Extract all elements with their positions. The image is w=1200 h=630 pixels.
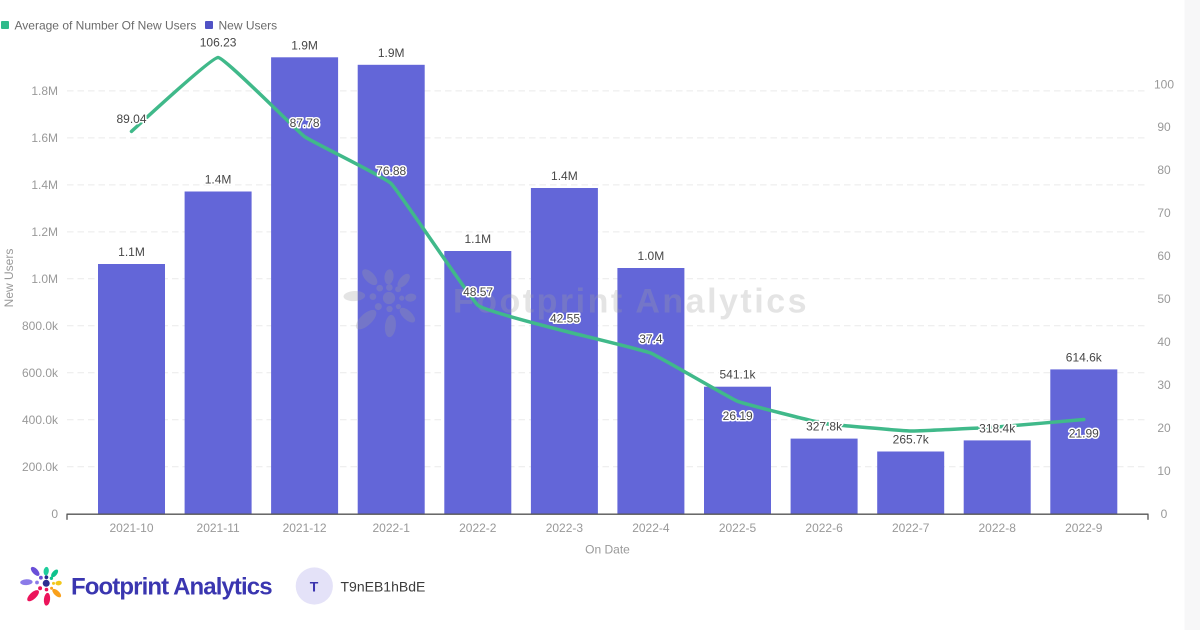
- svg-text:2021-12: 2021-12: [283, 521, 327, 535]
- svg-text:265.7k: 265.7k: [893, 433, 930, 447]
- svg-text:2022-2: 2022-2: [459, 521, 497, 535]
- svg-text:87.78: 87.78: [290, 116, 320, 130]
- svg-text:26.19: 26.19: [723, 409, 753, 423]
- svg-text:0: 0: [1161, 507, 1168, 521]
- svg-text:400.0k: 400.0k: [22, 413, 59, 427]
- svg-text:100: 100: [1154, 77, 1174, 91]
- svg-text:42.55: 42.55: [550, 312, 580, 326]
- svg-text:60: 60: [1157, 249, 1171, 263]
- svg-text:20: 20: [1157, 421, 1171, 435]
- svg-text:70: 70: [1157, 206, 1171, 220]
- svg-text:Footprint Analytics: Footprint Analytics: [71, 574, 272, 601]
- svg-text:318.4k: 318.4k: [979, 421, 1016, 435]
- svg-text:2022-8: 2022-8: [979, 521, 1017, 535]
- svg-text:New Users: New Users: [219, 18, 278, 32]
- svg-text:1.6M: 1.6M: [31, 131, 58, 145]
- svg-text:1.4M: 1.4M: [205, 173, 232, 187]
- svg-text:50: 50: [1157, 292, 1171, 306]
- svg-text:37.4: 37.4: [639, 332, 663, 346]
- svg-text:2022-4: 2022-4: [632, 521, 670, 535]
- svg-text:2022-5: 2022-5: [719, 521, 757, 535]
- svg-text:90: 90: [1157, 120, 1171, 134]
- svg-text:10: 10: [1157, 464, 1171, 478]
- svg-text:541.1k: 541.1k: [719, 368, 756, 382]
- svg-text:76.88: 76.88: [376, 164, 406, 178]
- svg-text:30: 30: [1157, 378, 1171, 392]
- svg-text:T9nEB1hBdE: T9nEB1hBdE: [341, 578, 426, 594]
- svg-text:21.99: 21.99: [1069, 427, 1099, 441]
- svg-text:2021-11: 2021-11: [197, 521, 240, 535]
- svg-text:1.1M: 1.1M: [464, 232, 491, 246]
- svg-text:106.23: 106.23: [200, 36, 237, 50]
- svg-text:2022-9: 2022-9: [1065, 521, 1103, 535]
- svg-text:614.6k: 614.6k: [1066, 350, 1103, 364]
- svg-text:On Date: On Date: [585, 543, 630, 557]
- svg-text:2022-7: 2022-7: [892, 521, 930, 535]
- svg-text:200.0k: 200.0k: [22, 460, 59, 474]
- svg-text:89.04: 89.04: [116, 112, 146, 126]
- svg-text:Footprint Analytics: Footprint Analytics: [453, 283, 809, 321]
- svg-text:327.8k: 327.8k: [806, 420, 843, 434]
- svg-text:T: T: [310, 579, 319, 595]
- svg-text:2022-1: 2022-1: [373, 521, 411, 535]
- svg-text:1.2M: 1.2M: [31, 225, 58, 239]
- svg-text:600.0k: 600.0k: [22, 366, 59, 380]
- svg-text:New Users: New Users: [2, 249, 16, 308]
- svg-text:1.8M: 1.8M: [31, 84, 58, 98]
- svg-text:800.0k: 800.0k: [22, 319, 59, 333]
- svg-text:0: 0: [51, 507, 58, 521]
- svg-text:2022-6: 2022-6: [805, 521, 843, 535]
- svg-text:Average of Number Of New Users: Average of Number Of New Users: [15, 18, 197, 32]
- svg-text:80: 80: [1157, 163, 1171, 177]
- svg-text:1.0M: 1.0M: [638, 249, 665, 263]
- svg-text:2022-3: 2022-3: [546, 521, 584, 535]
- svg-text:1.0M: 1.0M: [31, 272, 58, 286]
- svg-text:1.4M: 1.4M: [551, 169, 578, 183]
- svg-text:40: 40: [1157, 335, 1171, 349]
- svg-text:1.4M: 1.4M: [31, 178, 58, 192]
- svg-text:48.57: 48.57: [463, 285, 493, 299]
- svg-text:1.1M: 1.1M: [118, 245, 145, 259]
- svg-text:2021-10: 2021-10: [109, 521, 153, 535]
- svg-text:1.9M: 1.9M: [291, 38, 318, 52]
- svg-text:1.9M: 1.9M: [378, 46, 405, 60]
